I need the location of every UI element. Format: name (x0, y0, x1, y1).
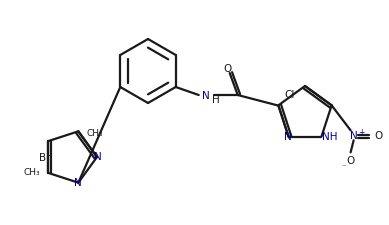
Text: H: H (212, 94, 219, 105)
Text: N: N (284, 131, 291, 141)
Text: N: N (350, 131, 357, 141)
Text: Br: Br (39, 153, 51, 162)
Text: CH₃: CH₃ (86, 128, 103, 137)
Text: CH₃: CH₃ (23, 168, 40, 177)
Text: N: N (74, 177, 82, 187)
Text: N: N (94, 151, 102, 161)
Text: O: O (347, 156, 355, 166)
Text: NH: NH (322, 131, 338, 141)
Text: O: O (224, 64, 232, 74)
Text: ⁻: ⁻ (341, 161, 346, 170)
Text: N: N (202, 91, 210, 101)
Text: O: O (375, 131, 383, 141)
Text: +: + (359, 127, 365, 136)
Text: Cl: Cl (285, 90, 295, 99)
